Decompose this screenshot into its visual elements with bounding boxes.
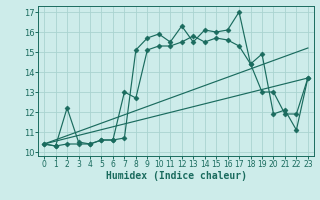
X-axis label: Humidex (Indice chaleur): Humidex (Indice chaleur) (106, 171, 246, 181)
